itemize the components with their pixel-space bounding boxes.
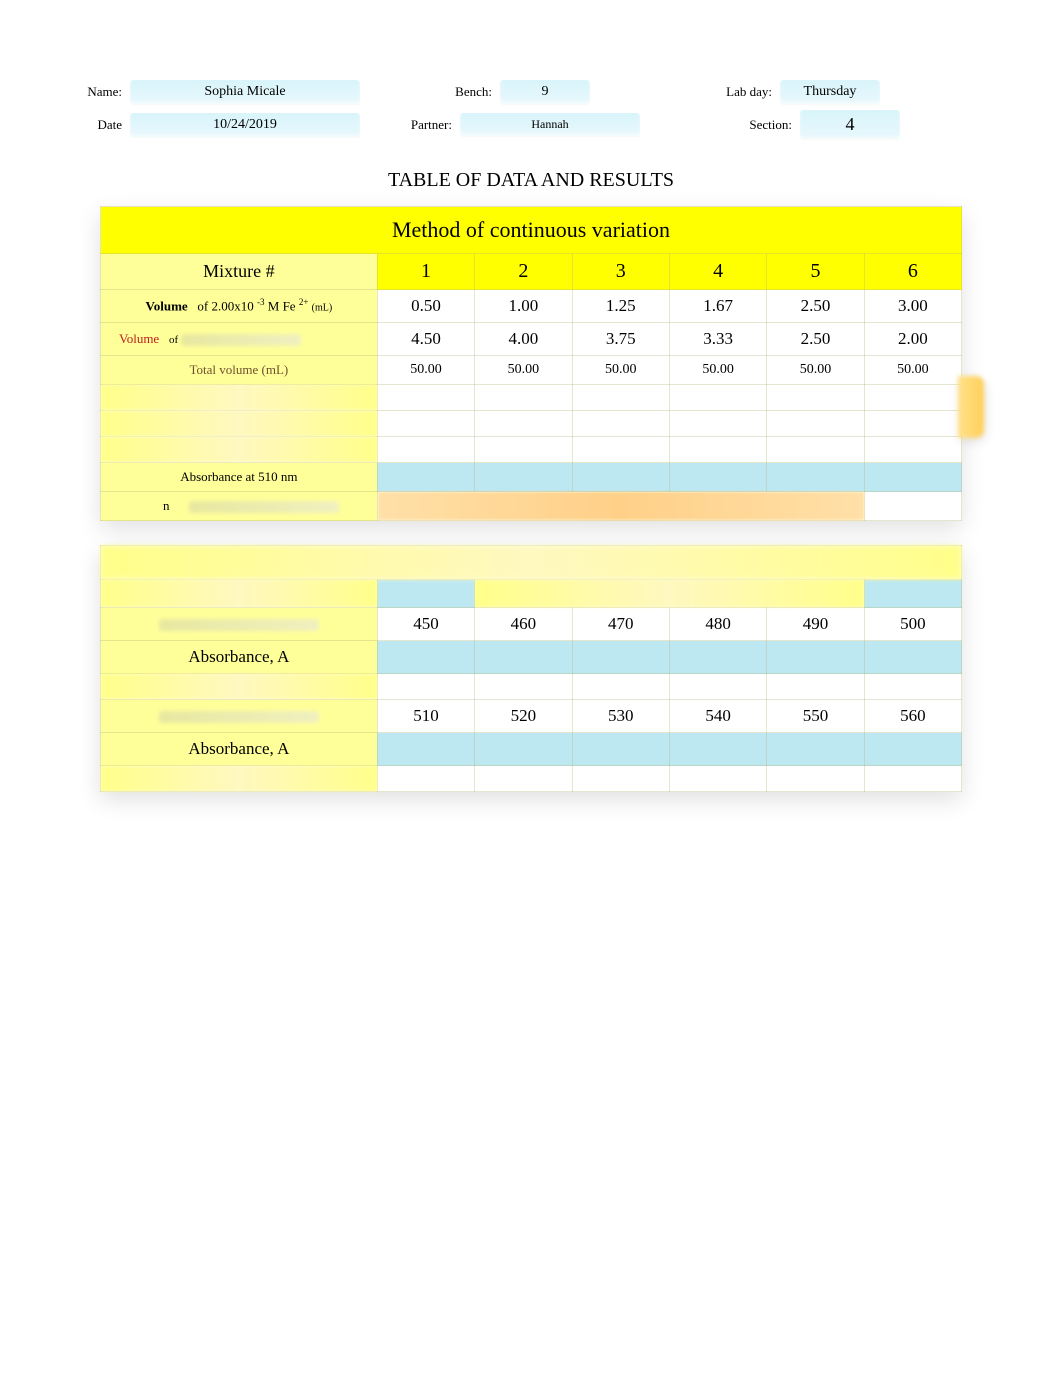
mix-5: 5 [767,254,864,290]
fe-6[interactable]: 3.00 [864,290,961,323]
abs-5[interactable] [767,463,864,492]
wl1-1: 450 [377,608,474,641]
tot-3[interactable]: 50.00 [572,356,669,385]
table2-title-row [101,546,962,580]
row-total-label: Total volume (mL) [101,356,378,385]
row-abs-a1: Absorbance, A [101,641,962,674]
date-field[interactable]: 10/24/2019 [130,113,360,137]
v2-5[interactable]: 2.50 [767,323,864,356]
lab-report-page: Name: Sophia Micale Bench: 9 Lab day: Th… [0,0,1062,856]
wl2-label [101,700,378,733]
date-label: Date [60,117,130,133]
mix-4: 4 [669,254,766,290]
mix-1: 1 [377,254,474,290]
wl2-2: 520 [475,700,572,733]
fe-4[interactable]: 1.67 [669,290,766,323]
row-wavelength-1: 450 460 470 480 490 500 [101,608,962,641]
table1-title-row: Method of continuous variation [101,207,962,254]
row-blur-t2-2 [101,766,962,792]
wl2-1: 510 [377,700,474,733]
wl2-6: 560 [864,700,961,733]
partner-label: Partner: [400,117,460,133]
row-blur-2 [101,411,962,437]
bench-field[interactable]: 9 [500,80,590,104]
fe-3[interactable]: 1.25 [572,290,669,323]
partner-field[interactable]: Hannah [460,113,640,136]
v2-6[interactable]: 2.00 [864,323,961,356]
row-abs-a2: Absorbance, A [101,733,962,766]
row-blur-1 [101,385,962,411]
row-vol-2: Volume of 4.50 4.00 3.75 3.33 2.50 2.00 [101,323,962,356]
abs-4[interactable] [669,463,766,492]
wl2-5: 550 [767,700,864,733]
wl1-2: 460 [475,608,572,641]
table-continuous-variation: Method of continuous variation Mixture #… [100,206,962,521]
row-wavelength-2: 510 520 530 540 550 560 [101,700,962,733]
bench-label: Bench: [440,84,500,100]
row-total: Total volume (mL) 50.00 50.00 50.00 50.0… [101,356,962,385]
abs-label: Absorbance at 510 nm [101,463,378,492]
row-vol-fe: Volume of 2.00x10 -3 M Fe 2+ (mL) 0.50 1… [101,290,962,323]
tot-2[interactable]: 50.00 [475,356,572,385]
header-row-1: Name: Sophia Micale Bench: 9 Lab day: Th… [60,80,1002,104]
fe-5[interactable]: 2.50 [767,290,864,323]
n-6[interactable] [864,492,961,521]
abs-a2-label: Absorbance, A [101,733,378,766]
mix-2: 2 [475,254,572,290]
wl1-4: 480 [669,608,766,641]
header-row-2: Date 10/24/2019 Partner: Hannah Section:… [60,110,1002,139]
abs-6[interactable] [864,463,961,492]
v2-3[interactable]: 3.75 [572,323,669,356]
abs-2[interactable] [475,463,572,492]
tot-4[interactable]: 50.00 [669,356,766,385]
row-abs: Absorbance at 510 nm [101,463,962,492]
fe-1[interactable]: 0.50 [377,290,474,323]
v2-4[interactable]: 3.33 [669,323,766,356]
name-label: Name: [60,84,130,100]
wl1-3: 470 [572,608,669,641]
wl1-5: 490 [767,608,864,641]
abs-a1-label: Absorbance, A [101,641,378,674]
row-n: n [101,492,962,521]
table2-subheader [101,580,962,608]
abs-1[interactable] [377,463,474,492]
table1-wrap: Method of continuous variation Mixture #… [100,206,962,521]
labday-field[interactable]: Thursday [780,80,880,104]
table-spectra: 450 460 470 480 490 500 Absorbance, A 51… [100,545,962,792]
mix-6: 6 [864,254,961,290]
n-values[interactable] [377,492,864,521]
mix-3: 3 [572,254,669,290]
abs-3[interactable] [572,463,669,492]
tot-1[interactable]: 50.00 [377,356,474,385]
v2-1[interactable]: 4.50 [377,323,474,356]
table1-col-headers: Mixture # 1 2 3 4 5 6 [101,254,962,290]
row-blur-t2-1 [101,674,962,700]
section-field[interactable]: 4 [800,110,900,139]
mixture-label: Mixture # [101,254,378,290]
name-field[interactable]: Sophia Micale [130,80,360,104]
wl1-6: 500 [864,608,961,641]
table2-title [101,546,962,580]
v2-2[interactable]: 4.00 [475,323,572,356]
wl2-3: 530 [572,700,669,733]
table1-title: Method of continuous variation [101,207,962,254]
section-label: Section: [730,117,800,133]
labday-label: Lab day: [710,84,780,100]
wl1-label [101,608,378,641]
wl2-4: 540 [669,700,766,733]
row-blur-3 [101,437,962,463]
table2-wrap: 450 460 470 480 490 500 Absorbance, A 51… [100,545,962,792]
page-title: TABLE OF DATA AND RESULTS [60,169,1002,192]
row-vol-fe-label: Volume of 2.00x10 -3 M Fe 2+ (mL) [101,290,378,323]
n-label: n [101,492,378,521]
side-tab-icon [958,376,984,438]
tot-5[interactable]: 50.00 [767,356,864,385]
fe-2[interactable]: 1.00 [475,290,572,323]
row-vol2-label: Volume of [101,323,378,356]
tot-6[interactable]: 50.00 [864,356,961,385]
